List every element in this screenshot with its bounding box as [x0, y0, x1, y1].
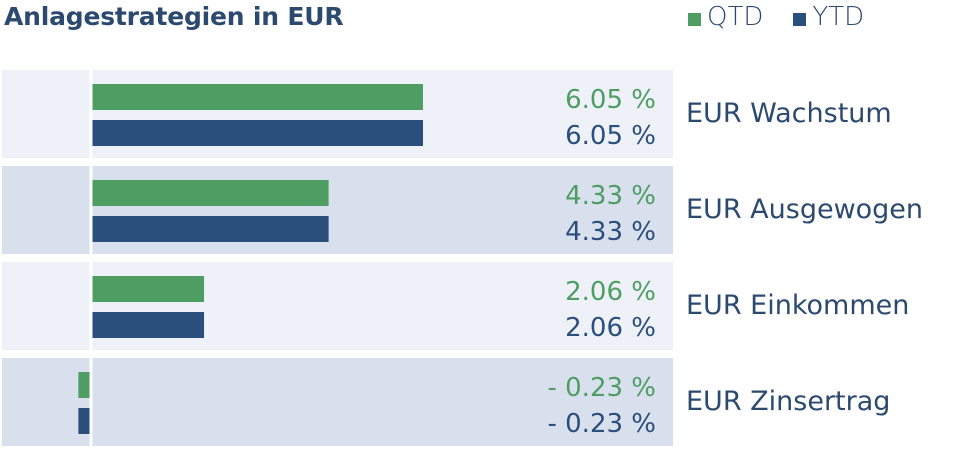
category-label: EUR Wachstum — [686, 98, 892, 129]
data-label-ytd: 6.05 % — [565, 121, 656, 151]
bar-qtd — [91, 180, 329, 206]
legend-item-qtd: QTD — [688, 2, 763, 32]
legend: QTD YTD — [688, 2, 894, 32]
bar-ytd — [91, 312, 205, 338]
legend-item-ytd: YTD — [793, 2, 864, 32]
legend-swatch-ytd — [793, 12, 807, 26]
bar-ytd — [78, 408, 91, 434]
chart-title: Anlagestrategien in EUR — [4, 2, 344, 31]
category-label: EUR Ausgewogen — [686, 194, 923, 225]
bar-ytd — [91, 120, 423, 146]
bar-qtd — [91, 276, 205, 302]
data-label-ytd: - 0.23 % — [547, 409, 656, 439]
bar-qtd — [78, 372, 91, 398]
bar-ytd — [91, 216, 329, 242]
bar-qtd — [91, 84, 423, 110]
legend-label-qtd: QTD — [707, 2, 764, 32]
data-label-qtd: 6.05 % — [565, 85, 656, 115]
category-label: EUR Einkommen — [686, 290, 909, 321]
data-label-qtd: 4.33 % — [565, 181, 656, 211]
data-label-qtd: - 0.23 % — [547, 373, 656, 403]
legend-swatch-qtd — [688, 12, 701, 26]
legend-label-ytd: YTD — [812, 2, 865, 32]
data-label-ytd: 2.06 % — [565, 313, 656, 343]
row-background — [2, 358, 673, 446]
data-label-ytd: 4.33 % — [565, 217, 656, 247]
data-label-qtd: 2.06 % — [565, 277, 656, 307]
category-label: EUR Zinsertrag — [686, 386, 890, 417]
